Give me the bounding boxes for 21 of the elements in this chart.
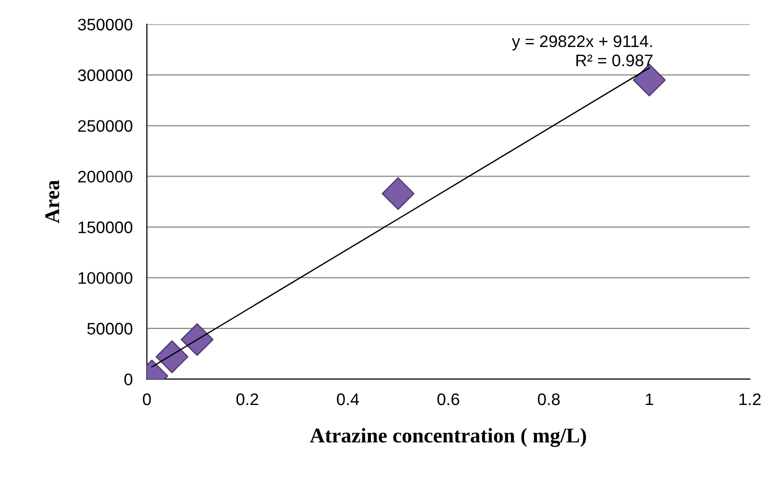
y-tick-label: 150000 — [78, 221, 132, 234]
y-tick-label: 300000 — [78, 69, 132, 82]
y-tick-label: 250000 — [78, 120, 132, 132]
y-tick-label: 100000 — [78, 272, 132, 284]
x-axis-title: Atrazine concentration ( mg/L) — [310, 428, 586, 448]
point — [180, 323, 214, 356]
point — [156, 340, 188, 374]
x-tick-label: 1 — [646, 394, 654, 406]
annotation: y = 29822x + 9114. R² = 0.987 — [512, 35, 653, 66]
x-tick-label: 0.4 — [336, 393, 359, 406]
y-tick-label: 350000 — [78, 18, 132, 31]
y-tick-label: 200000 — [78, 170, 132, 183]
point — [382, 177, 414, 210]
x-tick-label: 0.2 — [236, 393, 258, 406]
y-tick-label: 50000 — [87, 322, 132, 335]
x-tick-label: 0.8 — [538, 393, 560, 406]
x-tick-label: 0.6 — [437, 393, 460, 406]
x-tick-label: 0 — [142, 393, 151, 406]
y-tick-label: 0 — [124, 373, 132, 386]
x-tick-label: 1.2 — [739, 393, 761, 406]
y-axis-title: Area — [45, 180, 60, 224]
